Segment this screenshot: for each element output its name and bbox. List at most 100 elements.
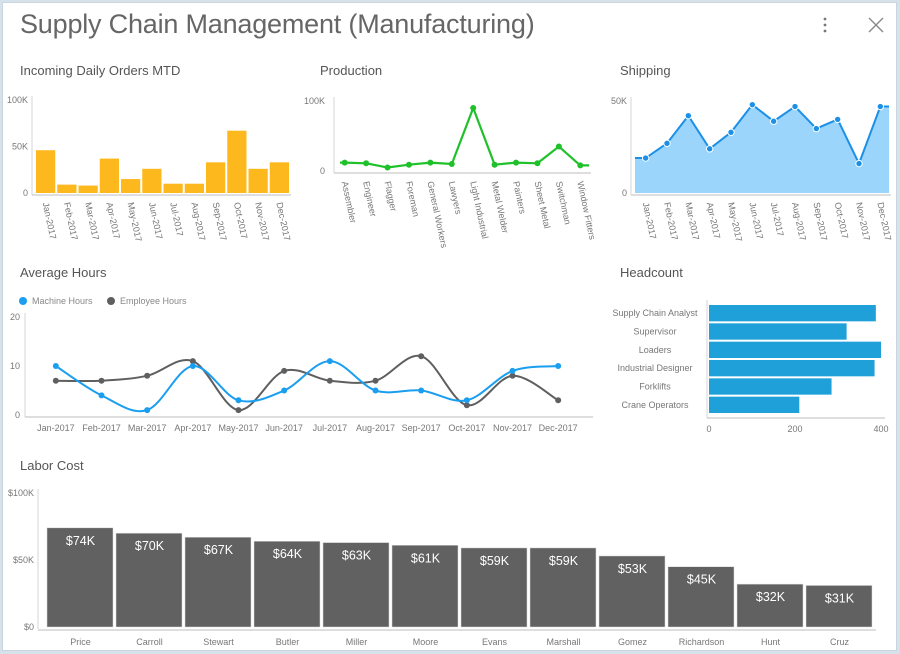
close-icon[interactable] (865, 14, 887, 36)
bar (253, 540, 321, 628)
x-tick-label: Butler (276, 637, 300, 647)
headcount-panel-title: Headcount (620, 265, 683, 280)
data-point (189, 358, 196, 365)
data-label: $53K (618, 562, 648, 576)
shipping-line (635, 103, 889, 167)
data-point (363, 160, 370, 167)
x-tick-label: May-2017 (218, 423, 258, 433)
data-point (341, 159, 348, 166)
x-tick-label: Dec-2017 (274, 201, 292, 241)
bar (598, 555, 666, 628)
data-label: $64K (273, 547, 303, 561)
labor-panel-title: Labor Cost (20, 458, 84, 473)
x-tick-label: Mar-2017 (83, 201, 101, 241)
bar (142, 168, 162, 193)
bar (709, 396, 800, 413)
y-tick-label: $50K (13, 555, 34, 565)
data-point (684, 112, 693, 120)
y-tick-label: 0 (23, 188, 28, 198)
data-point (52, 377, 59, 384)
x-tick-label: Price (70, 637, 91, 647)
production-panel-title: Production (320, 63, 383, 78)
bar (57, 184, 77, 193)
legend-marker (107, 297, 115, 305)
bar (269, 162, 289, 193)
x-tick-label: Dec-2017 (539, 423, 578, 433)
data-point (52, 363, 59, 369)
data-point (491, 161, 498, 168)
x-tick-label: Light Industrial (468, 180, 490, 239)
data-point (812, 124, 821, 133)
dashboard-title: Supply Chain Management (Manufacturing) (20, 9, 535, 39)
bar (46, 527, 114, 628)
x-tick-label: General Workers (425, 180, 449, 249)
bar (36, 150, 56, 193)
x-tick-label: Jul-2017 (313, 423, 348, 433)
x-tick-label: Window Fitters (575, 180, 597, 241)
x-tick-label: Mar-2017 (128, 423, 167, 433)
data-point (509, 372, 516, 379)
headcount-chart: Supply Chain Analyst Supervisor Loaders Ind… (612, 300, 889, 434)
x-tick-label: May-2017 (126, 201, 144, 242)
x-tick-label: Foreman (404, 180, 421, 217)
bar (805, 585, 873, 628)
data-point (833, 115, 842, 124)
bar (248, 168, 268, 193)
data-point (418, 387, 425, 394)
shipping-chart: 0 50K Jan-2017 Feb-2017 Mar-2017 Apr-2017 May-… (611, 96, 893, 243)
data-point (405, 161, 412, 168)
x-tick-label: Jan-2017 (37, 423, 75, 433)
data-point (98, 392, 105, 399)
x-tick-label: Oct-2017 (232, 201, 249, 239)
y-tick-label: Industrial Designer (617, 363, 692, 373)
data-label: $59K (549, 554, 579, 568)
bar (99, 158, 119, 193)
x-tick-label: Jul-2017 (769, 201, 786, 237)
x-tick-label: Stewart (203, 637, 234, 647)
data-point (641, 154, 650, 162)
x-tick-label: Aug-2017 (189, 201, 207, 241)
data-point (509, 367, 516, 374)
data-point (463, 402, 470, 409)
data-point (372, 377, 379, 384)
y-tick-label: Forklifts (639, 382, 671, 392)
x-tick-label: Switchman (554, 180, 573, 225)
bar (709, 360, 875, 377)
data-point (513, 159, 520, 166)
x-tick-label: Engineer (361, 180, 378, 217)
data-point (144, 372, 151, 379)
x-tick-label: Feb-2017 (82, 423, 121, 433)
series-line (55, 354, 559, 412)
series-line (55, 360, 559, 413)
data-point (769, 117, 778, 125)
data-point (555, 143, 562, 150)
data-point (470, 105, 477, 111)
y-tick-label: $0 (24, 622, 34, 632)
data-label: $67K (204, 543, 234, 557)
data-point (876, 102, 885, 111)
data-point (577, 162, 584, 169)
x-tick-label: Cruz (830, 637, 850, 647)
labor-chart: $0 $50K $100K $74K Price $70K Carroll $67K Stewa… (8, 488, 876, 647)
hours-panel-title: Average Hours (20, 265, 107, 280)
more-vertical-icon[interactable] (817, 15, 833, 35)
x-tick-label: Nov-2017 (493, 423, 532, 433)
orders-chart: 0 50K 100K Jan-2017 Feb-2017 Mar-2017 Apr-2017… (7, 95, 292, 243)
bar (184, 536, 252, 628)
x-tick-label: Sep-2017 (402, 423, 441, 433)
data-point (427, 159, 434, 166)
x-tick-label: Aug-2017 (356, 423, 395, 433)
bar (322, 542, 390, 628)
x-tick-label: Moore (413, 637, 439, 647)
x-tick-label: Painters (511, 180, 528, 215)
hours-chart: Machine Hours Employee Hours 0 10 20 Jan-2017… (10, 296, 593, 433)
data-point (791, 102, 799, 111)
x-tick-label: Feb-2017 (62, 201, 80, 241)
data-label: $31K (825, 591, 855, 605)
data-point (235, 407, 242, 414)
x-tick-label: Apr-2017 (174, 423, 211, 433)
x-tick-label: Miller (346, 637, 368, 647)
data-point (235, 397, 242, 404)
x-tick-label: Nov-2017 (854, 201, 872, 241)
